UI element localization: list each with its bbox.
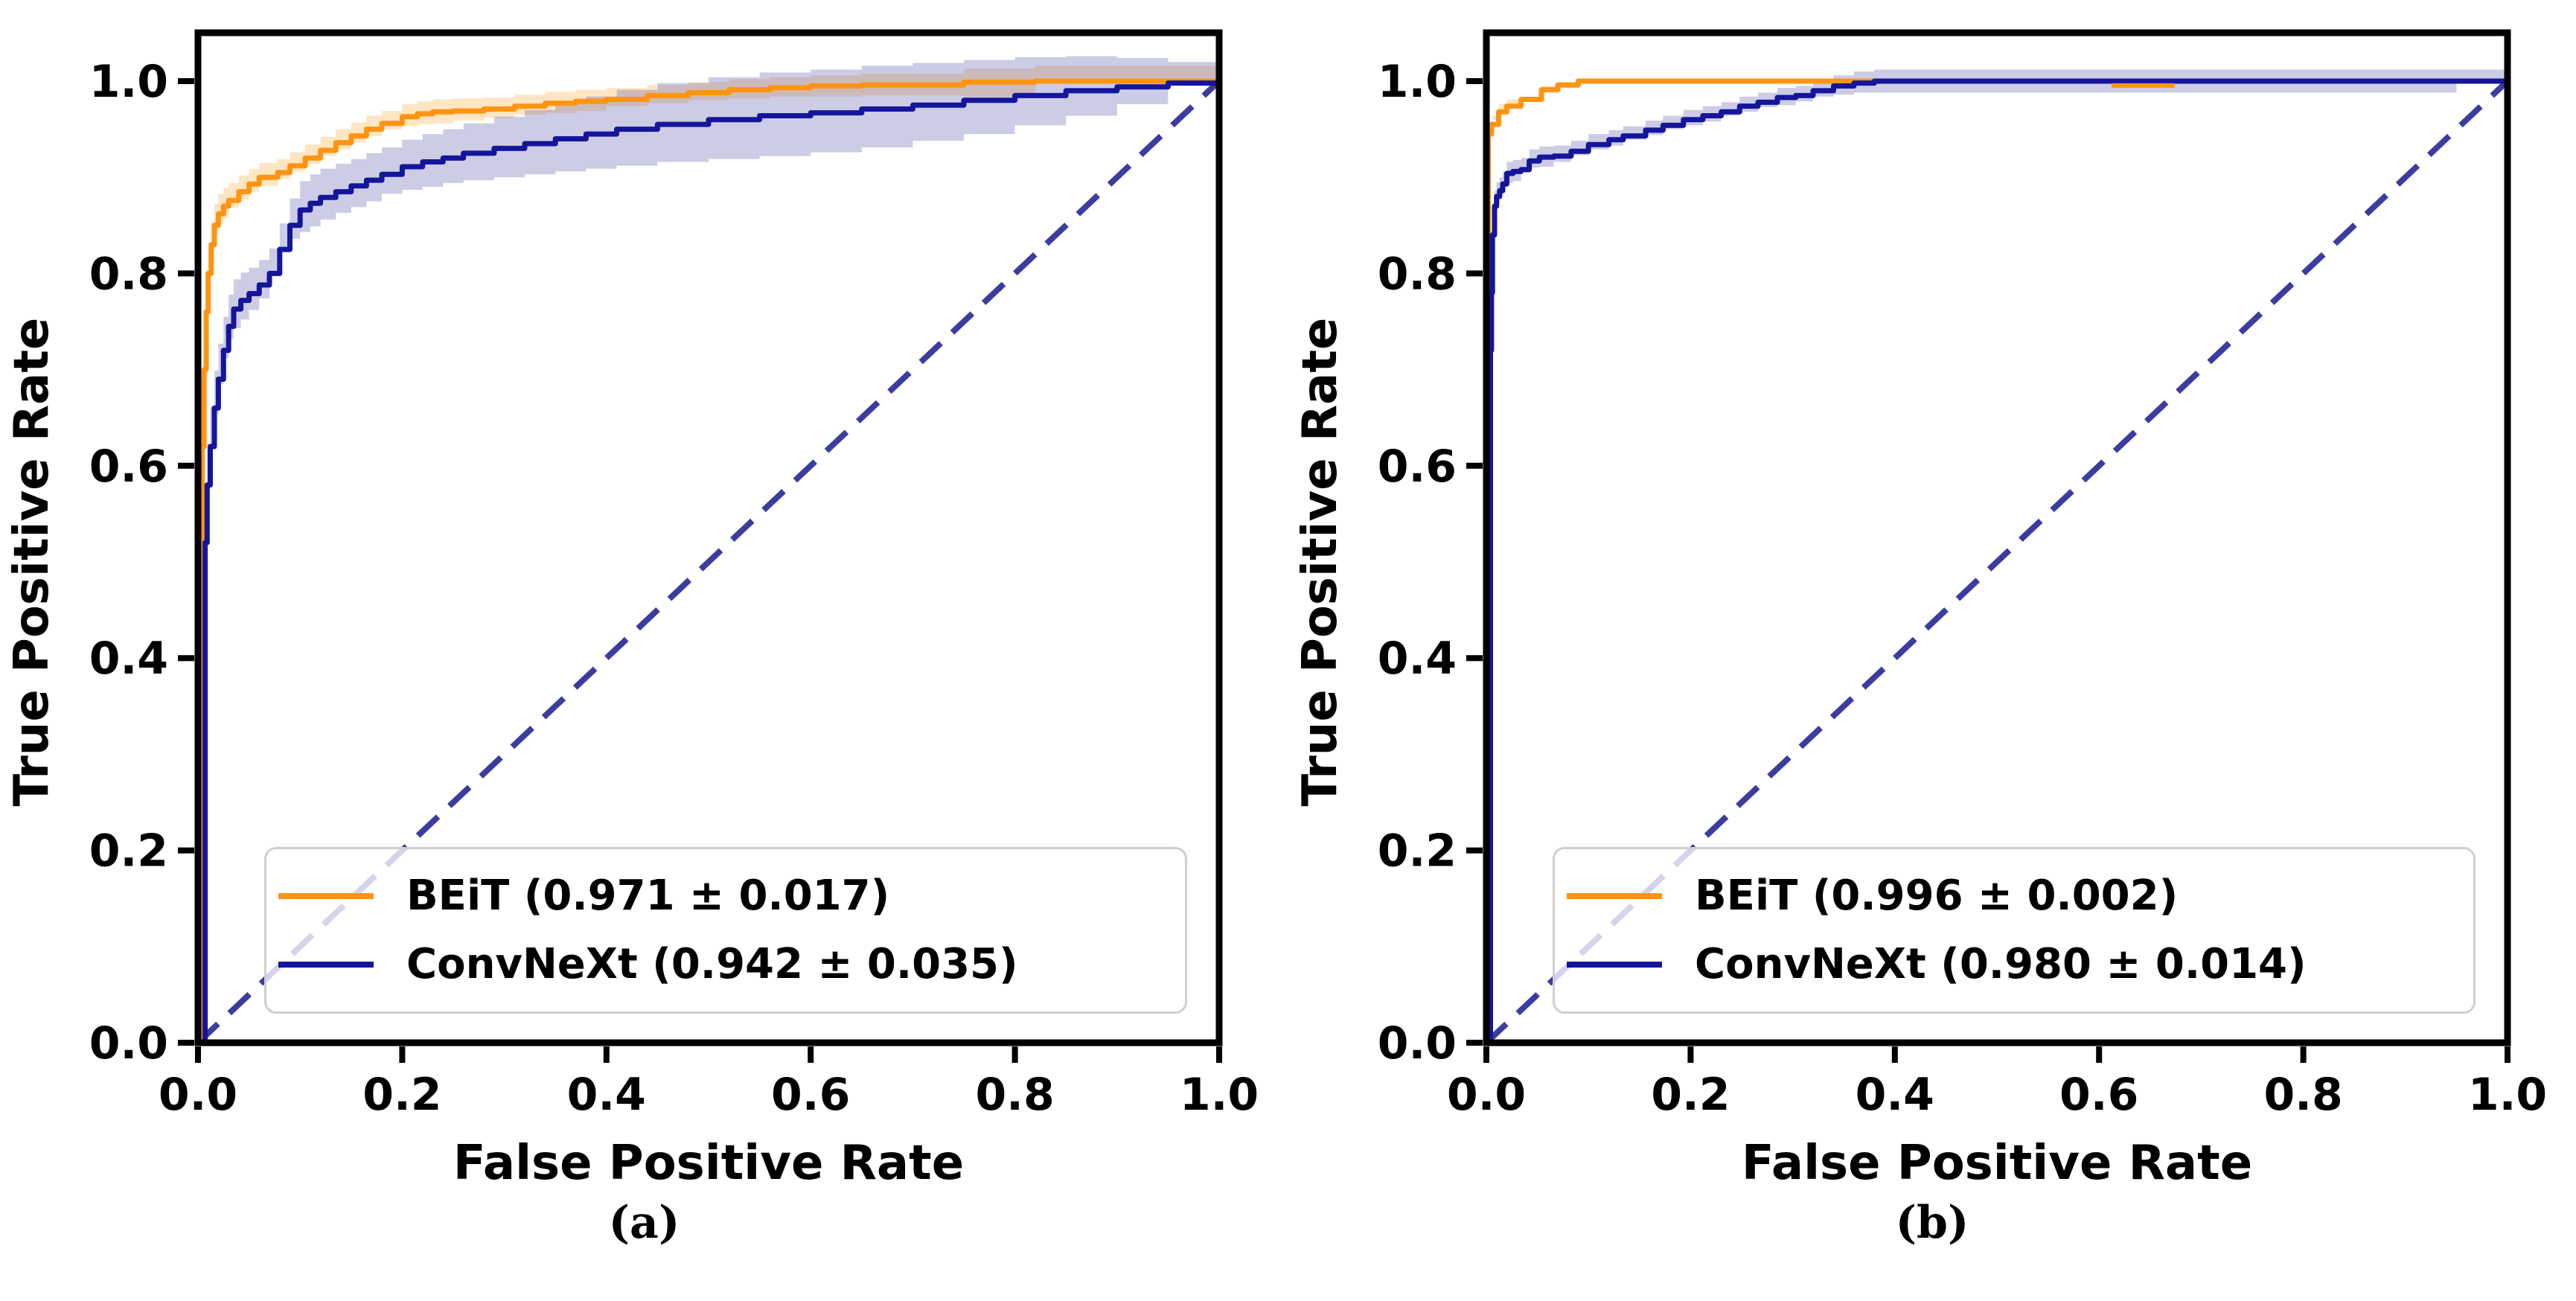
legend-label-convnext: ConvNeXt (0.980 ± 0.014) (1695, 939, 2307, 988)
axes-frame (1483, 29, 2511, 1046)
axes-frame (194, 29, 1223, 1046)
legend-line-sample-beit (1567, 893, 1662, 900)
x-tick-label: 0.8 (975, 1069, 1054, 1121)
x-tick-label: 0.2 (1651, 1069, 1730, 1121)
x-tick-label: 0.4 (1856, 1069, 1934, 1121)
panel-caption-a: (a) (608, 1197, 680, 1249)
legend-label-convnext: ConvNeXt (0.942 ± 0.035) (406, 939, 1018, 988)
legend-box: BEiT (0.996 ± 0.002) ConvNeXt (0.980 ± 0… (1553, 847, 2476, 1014)
y-tick-label: 0.4 (89, 633, 168, 685)
x-tick-label: 1.0 (2468, 1069, 2547, 1121)
x-tick-label: 0.6 (2059, 1069, 2138, 1121)
y-tick-label: 0.4 (1378, 633, 1457, 685)
y-axis-label: True Positive Rate (4, 318, 60, 807)
roc-curve-convnext (198, 80, 1222, 1046)
y-tick-label: 0.6 (1378, 441, 1457, 493)
x-tick-label: 0.0 (1447, 1069, 1526, 1121)
x-tick-label: 0.6 (771, 1069, 850, 1121)
roc-curve-beit (198, 78, 1219, 1046)
y-tick-label: 0.8 (89, 248, 168, 300)
x-tick-label: 0.4 (567, 1069, 646, 1121)
roc-chart-b: False Positive Rate True Positive Rate 0… (1293, 29, 2547, 1191)
legend-label-beit: BEiT (0.996 ± 0.002) (1695, 872, 2179, 921)
y-tick-label: 0.2 (1378, 825, 1457, 878)
legend-item-beit: BEiT (0.996 ± 0.002) (1567, 875, 2473, 917)
legend-item-convnext: ConvNeXt (0.980 ± 0.014) (1567, 939, 2473, 988)
y-tick-label: 0.2 (89, 825, 168, 878)
roc-chart-a: False Positive Rate True Positive Rate 0… (4, 29, 1259, 1191)
legend-line-sample-convnext (1567, 961, 1662, 968)
roc-curve-convnext (1486, 78, 2508, 1046)
y-tick-label: 0.0 (1378, 1017, 1457, 1070)
roc-curve-beit (1486, 78, 2508, 1046)
legend-box: BEiT (0.971 ± 0.017) ConvNeXt (0.942 ± 0… (264, 847, 1187, 1014)
legend-label-beit: BEiT (0.971 ± 0.017) (406, 872, 890, 921)
y-tick-label: 1.0 (1378, 56, 1457, 108)
x-tick-label: 1.0 (1180, 1069, 1259, 1121)
legend-line-sample-convnext (278, 961, 374, 968)
roc-panel-b: False Positive Rate True Positive Rate 0… (1288, 0, 2576, 1301)
legend-item-convnext: ConvNeXt (0.942 ± 0.035) (278, 939, 1185, 988)
x-tick-label: 0.8 (2263, 1069, 2342, 1121)
x-axis-label: False Positive Rate (1742, 1136, 2252, 1191)
y-tick-label: 0.6 (89, 441, 168, 493)
x-tick-label: 0.2 (362, 1069, 441, 1121)
y-tick-label: 1.0 (89, 56, 168, 108)
panel-caption-b: (b) (1895, 1197, 1969, 1249)
legend-line-sample-beit (278, 893, 374, 900)
roc-panel-a: False Positive Rate True Positive Rate 0… (4, 29, 1259, 1249)
y-axis-label: True Positive Rate (1293, 318, 1348, 807)
y-tick-label: 0.8 (1378, 248, 1457, 300)
legend-item-beit: BEiT (0.971 ± 0.017) (278, 875, 1185, 917)
x-tick-label: 0.0 (159, 1069, 237, 1121)
x-axis-label: False Positive Rate (453, 1136, 964, 1191)
y-tick-label: 0.0 (89, 1017, 168, 1070)
